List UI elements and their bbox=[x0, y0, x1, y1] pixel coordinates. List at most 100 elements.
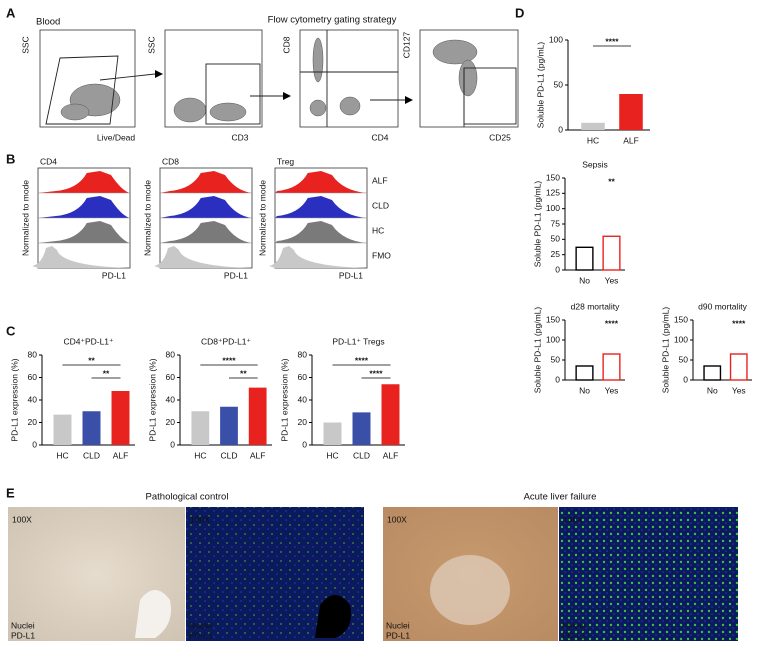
histogram bbox=[275, 196, 367, 218]
y-tick-label: 60 bbox=[28, 372, 38, 382]
y-axis-label: Soluble PD-L1 (pg/mL) bbox=[532, 307, 542, 394]
axis-label: CD25 bbox=[489, 132, 511, 142]
histogram bbox=[160, 171, 252, 193]
y-tick-label: 80 bbox=[28, 349, 38, 359]
histogram bbox=[160, 221, 252, 243]
y-tick-label: 75 bbox=[551, 218, 561, 228]
gate bbox=[205, 63, 261, 125]
histogram bbox=[269, 246, 367, 268]
y-tick-label: 20 bbox=[28, 417, 38, 427]
bar bbox=[575, 365, 594, 381]
x-tick-label: No bbox=[707, 385, 718, 395]
significance: ** bbox=[608, 176, 615, 186]
panel-subtitle: Blood bbox=[36, 17, 60, 28]
y-tick-label: 80 bbox=[166, 349, 176, 359]
panel-letter: C bbox=[6, 323, 16, 338]
significance: ** bbox=[240, 368, 247, 378]
significance: **** bbox=[355, 355, 369, 365]
x-tick-label: ALF bbox=[623, 135, 639, 145]
y-tick-label: 80 bbox=[298, 349, 308, 359]
magnification: 100X bbox=[387, 514, 407, 524]
x-tick-label: No bbox=[579, 385, 590, 395]
bar bbox=[352, 412, 371, 445]
stain-label: Nuclei bbox=[562, 620, 586, 630]
magnification: 100X bbox=[563, 514, 583, 524]
bar bbox=[602, 353, 621, 381]
stain-label: Nuclei bbox=[386, 620, 410, 630]
histogram bbox=[38, 221, 130, 243]
x-tick-label: HC bbox=[194, 450, 206, 460]
population-label: CD4 bbox=[40, 156, 57, 166]
bar bbox=[575, 246, 594, 271]
histogram bbox=[160, 196, 252, 218]
y-axis-label: Soluble PD-L1 (pg/mL) bbox=[535, 42, 545, 129]
density bbox=[458, 59, 478, 97]
y-axis-label: Soluble PD-L1 (pg/mL) bbox=[660, 307, 670, 394]
bar bbox=[220, 406, 238, 445]
bar bbox=[248, 387, 267, 445]
arrow-head bbox=[405, 96, 413, 104]
y-tick-label: 50 bbox=[551, 354, 561, 364]
x-tick-label: Yes bbox=[605, 385, 619, 395]
x-tick-label: Yes bbox=[732, 385, 746, 395]
y-tick-label: 150 bbox=[546, 314, 560, 324]
axis-label: SSC bbox=[20, 36, 30, 53]
y-tick-label: 0 bbox=[555, 264, 560, 274]
y-tick-label: 20 bbox=[298, 417, 308, 427]
population-label: CD8 bbox=[162, 156, 179, 166]
significance: **** bbox=[222, 355, 236, 365]
bar bbox=[111, 391, 130, 445]
y-tick-label: 40 bbox=[28, 394, 38, 404]
chart-title: d90 mortality bbox=[698, 301, 747, 311]
bar bbox=[381, 384, 400, 445]
y-tick-label: 60 bbox=[298, 372, 308, 382]
axis-label: Live/Dead bbox=[97, 132, 136, 142]
legend-label: FMO bbox=[372, 250, 391, 260]
density bbox=[339, 96, 361, 116]
flow-plot: CD127 CD25 bbox=[401, 29, 519, 142]
histogram bbox=[275, 171, 367, 193]
histogram bbox=[32, 246, 130, 268]
y-tick-label: 0 bbox=[555, 374, 560, 384]
x-axis-label: PD-L1 bbox=[339, 270, 363, 280]
image-group-title: Acute liver failure bbox=[524, 492, 597, 503]
y-tick-label: 40 bbox=[166, 394, 176, 404]
significance: **** bbox=[732, 318, 746, 328]
axis-label: CD4 bbox=[371, 132, 388, 142]
panel-letter: A bbox=[6, 5, 16, 20]
x-axis-label: PD-L1 bbox=[102, 270, 126, 280]
y-tick-label: 50 bbox=[679, 354, 689, 364]
arrow bbox=[99, 73, 156, 81]
arrow-head bbox=[155, 70, 163, 78]
stain-label: Nuclei bbox=[189, 620, 213, 630]
bar bbox=[191, 411, 210, 445]
image-group-title: Pathological control bbox=[146, 492, 229, 503]
x-tick-label: HC bbox=[326, 450, 338, 460]
y-tick-label: 0 bbox=[170, 439, 175, 449]
axis-label: CD127 bbox=[401, 32, 411, 59]
magnification: 100X bbox=[190, 514, 210, 524]
density bbox=[432, 39, 478, 65]
y-axis-label: PD-L1 expression (%) bbox=[147, 358, 157, 441]
flow-plot: CD8 CD4 bbox=[281, 29, 399, 142]
chart-title: CD8⁺PD-L1⁺ bbox=[201, 336, 252, 346]
x-tick-label: ALF bbox=[113, 450, 129, 460]
micrograph-vessel bbox=[135, 590, 171, 638]
y-axis-label: PD-L1 expression (%) bbox=[279, 358, 289, 441]
chart-title: Sepsis bbox=[582, 159, 608, 169]
histogram bbox=[275, 221, 367, 243]
significance: **** bbox=[369, 368, 383, 378]
stain-label: PD-L1 bbox=[386, 630, 410, 640]
y-tick-label: 20 bbox=[166, 417, 176, 427]
bar bbox=[619, 94, 643, 130]
panel-letter: B bbox=[6, 151, 15, 166]
chart-title: PD-L1⁺ Tregs bbox=[332, 336, 384, 346]
stain-label: PD-L1 bbox=[189, 630, 213, 640]
x-tick-label: Yes bbox=[605, 275, 619, 285]
panel-title: Flow cytometry gating strategy bbox=[268, 15, 397, 26]
histogram bbox=[38, 171, 130, 193]
axis-label: CD8 bbox=[281, 36, 291, 53]
bar bbox=[581, 122, 605, 130]
legend-label: ALF bbox=[372, 175, 388, 185]
x-tick-label: HC bbox=[56, 450, 68, 460]
